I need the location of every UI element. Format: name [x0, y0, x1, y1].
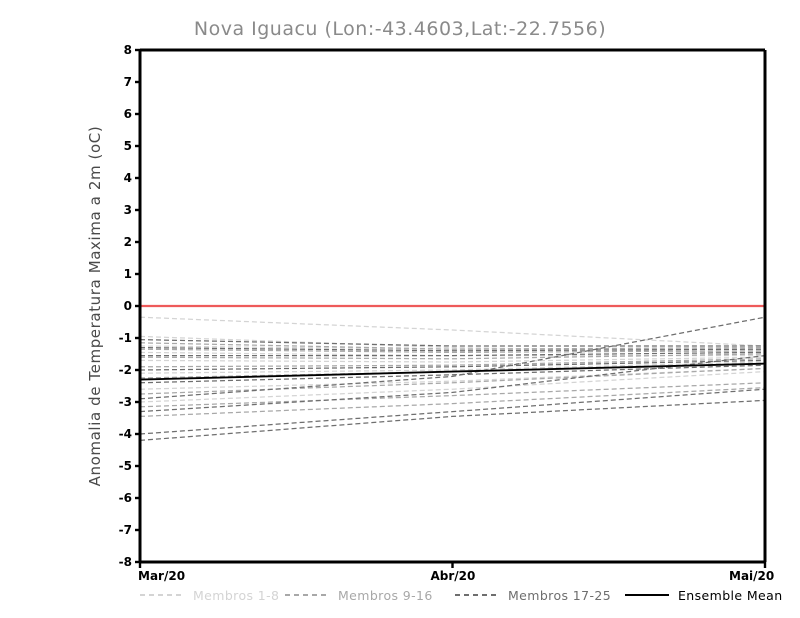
series-line — [139, 388, 766, 435]
series-line — [139, 359, 766, 371]
y-tick-label: -7 — [118, 523, 132, 537]
legend-item[interactable]: Membros 17-25 — [455, 586, 611, 604]
y-tick-label: -4 — [118, 427, 132, 441]
y-tick-label: -6 — [118, 491, 132, 505]
chart-legend: Membros 1-8 Membros 9-16 Membros 17-25 Ense… — [0, 586, 800, 606]
y-tick-label: 1 — [123, 267, 132, 281]
y-tick-label: 0 — [123, 299, 132, 313]
x-tick-label: Abr/20 — [430, 569, 476, 583]
series-line — [139, 386, 766, 418]
series-line — [139, 348, 766, 354]
series-line — [139, 342, 766, 350]
series-line — [139, 316, 766, 400]
series-line — [139, 362, 766, 381]
chart-title: Nova Iguacu (Lon:-43.4603,Lat:-22.7556) — [193, 18, 607, 40]
y-tick-label: 4 — [123, 171, 132, 185]
legend-swatch-solid — [625, 594, 669, 596]
y-tick-label: 5 — [123, 139, 132, 153]
series-line — [139, 361, 766, 374]
series-line — [139, 353, 766, 360]
y-tick-label: 6 — [123, 107, 132, 121]
y-tick-label: 8 — [123, 43, 132, 57]
series-line — [139, 382, 766, 408]
series-line — [139, 346, 766, 352]
legend-swatch-dashed — [285, 594, 329, 596]
legend-label: Ensemble Mean — [678, 587, 783, 603]
legend-item[interactable]: Membros 9-16 — [285, 586, 433, 604]
legend-item[interactable]: Membros 1-8 — [140, 586, 279, 604]
y-tick-label: 2 — [123, 235, 132, 249]
y-tick-label: -3 — [118, 395, 132, 409]
axis-layer — [135, 48, 767, 568]
y-tick-label: 3 — [123, 203, 132, 217]
y-tick-label: 7 — [123, 75, 132, 89]
series-line — [139, 364, 766, 384]
series-line — [139, 338, 765, 347]
series-line — [139, 358, 766, 368]
series-line — [140, 351, 766, 357]
series-line — [139, 399, 766, 442]
series-line — [139, 367, 766, 395]
series-line — [139, 356, 766, 363]
legend-label: Membros 17-25 — [508, 587, 612, 603]
series-line — [139, 316, 766, 347]
y-tick-label: -8 — [118, 555, 132, 569]
y-tick-label: -1 — [118, 331, 132, 345]
series-layer — [139, 316, 766, 442]
legend-label: Membros 9-16 — [338, 587, 433, 603]
legend-item[interactable]: Ensemble Mean — [625, 586, 783, 604]
x-tick-label: Mar/20 — [138, 569, 186, 583]
y-tick-label: -5 — [118, 459, 132, 473]
y-tick-label: -2 — [118, 363, 132, 377]
legend-swatch-dashed — [455, 594, 499, 596]
series-line — [139, 354, 766, 413]
legend-label: Membros 1-8 — [193, 587, 280, 603]
series-line — [139, 370, 766, 403]
x-tick-label: Mai/20 — [729, 569, 775, 583]
legend-swatch-dashed — [140, 594, 184, 596]
